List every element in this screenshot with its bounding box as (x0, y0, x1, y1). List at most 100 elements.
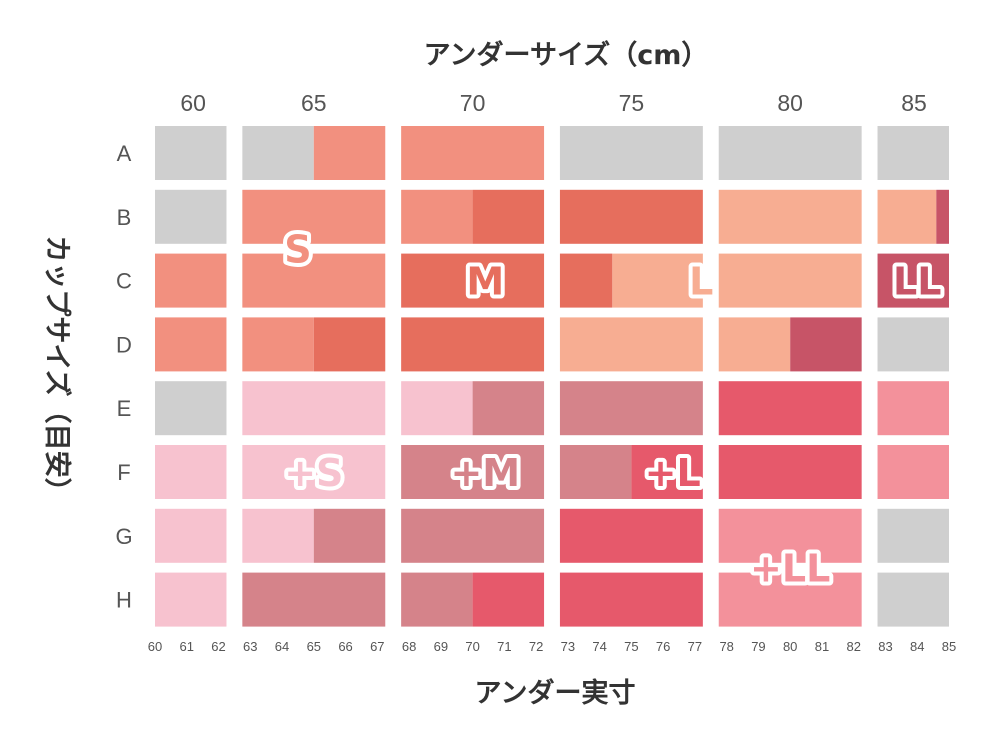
size-cell-F-60 (155, 445, 227, 499)
actual-tick-84: 84 (910, 639, 924, 654)
size-cell-G-72.75 (559, 508, 703, 563)
actual-tick-64: 64 (275, 639, 289, 654)
size-cell-D-82.75 (877, 317, 949, 372)
actual-tick-81: 81 (815, 639, 829, 654)
actual-tick-75: 75 (624, 639, 638, 654)
actual-tick-82: 82 (846, 639, 860, 654)
actual-tick-61: 61 (180, 639, 194, 654)
size-cell-B-62.75 (242, 189, 386, 244)
x-axis-label: アンダー実寸 (475, 677, 636, 709)
band-label-80: 80 (777, 90, 803, 116)
size-cell-G-77.75 (718, 508, 862, 563)
size-label-L: L (689, 260, 713, 304)
actual-tick-66: 66 (338, 639, 352, 654)
size-cell-B-77.75 (718, 189, 862, 244)
size-label-plus-LL: +LL (750, 547, 830, 591)
actual-tick-80: 80 (783, 639, 797, 654)
size-cell-C-82.75 (877, 253, 949, 308)
actual-tick-65: 65 (307, 639, 321, 654)
actual-tick-78: 78 (719, 639, 733, 654)
band-label-75: 75 (619, 90, 645, 116)
size-label-S: S (284, 228, 311, 272)
size-cell-D-72.75 (559, 317, 703, 372)
size-labels: SM L LL+S +M +L+LL (280, 224, 945, 595)
size-cell-F-62.75 (242, 445, 386, 499)
size-cell-B-72.75 (559, 189, 703, 244)
cup-label-D: D (116, 332, 132, 357)
size-cell-D-77.75 (718, 317, 791, 372)
actual-tick-74: 74 (592, 639, 606, 654)
size-cell-A-67.75 (401, 126, 545, 180)
size-cell-G-67.75 (401, 508, 545, 563)
size-cell-C-62.75 (242, 253, 386, 308)
size-cell-E-82.75 (877, 381, 949, 436)
band-label-70: 70 (460, 90, 486, 116)
size-label-plus-L: +L (645, 451, 701, 495)
cup-label-H: H (116, 588, 132, 613)
chart-title-top: アンダーサイズ（cm） (424, 39, 709, 71)
cup-label-B: B (117, 205, 132, 230)
size-label-LL: LL (893, 260, 941, 304)
size-label-plus-M: +M (450, 451, 520, 495)
size-cell-B-70 (472, 189, 545, 244)
band-label-60: 60 (180, 90, 206, 116)
cup-label-F: F (117, 460, 130, 485)
actual-tick-63: 63 (243, 639, 257, 654)
cup-label-A: A (117, 141, 132, 166)
size-cell-C-72.75 (559, 253, 613, 308)
size-cell-G-62.75 (242, 508, 314, 563)
size-cell-F-75 (631, 445, 703, 499)
size-label-plus-S: +S (284, 451, 343, 495)
band-labels: 60 65 70 75 80 85 (180, 90, 927, 116)
size-cell-G-82.75 (877, 508, 949, 563)
size-cell-D-67.75 (401, 317, 545, 372)
size-cell-F-67.75 (401, 445, 545, 499)
actual-tick-71: 71 (497, 639, 511, 654)
y-axis-label: カップサイズ（目安） (41, 235, 73, 504)
size-cell-C-74.4 (612, 253, 703, 308)
size-label-M: M (466, 260, 504, 304)
band-label-65: 65 (301, 90, 327, 116)
size-cell-F-82.75 (877, 445, 949, 499)
size-cell-B-84.6 (936, 189, 949, 244)
size-cell-H-72.75 (559, 572, 703, 627)
size-cell-A-77.75 (718, 126, 862, 180)
cup-label-E: E (117, 396, 132, 421)
size-cell-G-60 (155, 508, 227, 563)
size-cell-E-70 (472, 381, 545, 436)
actual-tick-72: 72 (529, 639, 543, 654)
actual-tick-77: 77 (688, 639, 702, 654)
size-cell-C-67.75 (401, 253, 545, 308)
band-label-85: 85 (901, 90, 927, 116)
actual-tick-69: 69 (434, 639, 448, 654)
size-cell-E-62.75 (242, 381, 386, 436)
size-cell-B-67.75 (401, 189, 473, 244)
cup-labels: A B C D E F G H (115, 141, 132, 613)
size-cell-D-60 (155, 317, 227, 372)
size-cell-A-72.75 (559, 126, 703, 180)
size-cell-A-65 (313, 126, 386, 180)
actual-tick-60: 60 (148, 639, 162, 654)
size-cell-H-82.75 (877, 572, 949, 627)
size-cell-A-60 (155, 126, 227, 180)
actual-tick-73: 73 (561, 639, 575, 654)
size-cell-D-80 (790, 317, 862, 372)
size-cell-D-65 (313, 317, 386, 372)
size-cells (155, 126, 949, 627)
size-cell-H-70 (472, 572, 545, 627)
cup-label-C: C (116, 269, 132, 294)
size-cell-E-60 (155, 381, 227, 436)
actual-tick-68: 68 (402, 639, 416, 654)
size-cell-F-72.75 (559, 445, 632, 499)
size-cell-H-67.75 (401, 572, 473, 627)
size-cell-H-60 (155, 572, 227, 627)
size-cell-A-82.75 (877, 126, 949, 180)
size-cell-E-77.75 (718, 381, 862, 436)
size-cell-C-60 (155, 253, 227, 308)
actual-tick-76: 76 (656, 639, 670, 654)
size-cell-C-77.75 (718, 253, 862, 308)
size-cell-B-82.75 (877, 189, 937, 244)
actual-tick-labels: 60 61 62 63 64 65 66 67 68 69 70 71 72 73 74 75 76 77 78 79… (148, 639, 956, 654)
size-cell-E-67.75 (401, 381, 473, 436)
